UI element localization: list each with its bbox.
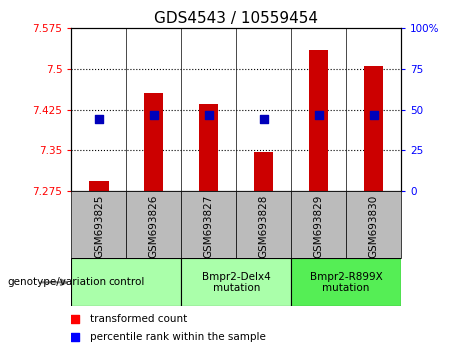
Bar bbox=[181, 191, 236, 258]
Bar bbox=[89, 181, 108, 191]
Bar bbox=[181, 258, 291, 306]
Bar bbox=[144, 93, 164, 191]
Bar bbox=[71, 258, 181, 306]
Bar bbox=[291, 191, 346, 258]
Text: Bmpr2-R899X
mutation: Bmpr2-R899X mutation bbox=[310, 272, 383, 293]
Text: percentile rank within the sample: percentile rank within the sample bbox=[89, 332, 266, 342]
Text: genotype/variation: genotype/variation bbox=[7, 277, 106, 287]
Title: GDS4543 / 10559454: GDS4543 / 10559454 bbox=[154, 11, 318, 26]
Text: GSM693830: GSM693830 bbox=[369, 195, 378, 258]
Bar bbox=[126, 191, 181, 258]
Text: GSM693826: GSM693826 bbox=[149, 195, 159, 258]
Point bbox=[370, 112, 377, 118]
Bar bbox=[199, 104, 219, 191]
Text: GSM693829: GSM693829 bbox=[313, 195, 324, 258]
Text: GSM693825: GSM693825 bbox=[94, 195, 104, 258]
Bar bbox=[291, 258, 401, 306]
Bar bbox=[254, 152, 273, 191]
Text: GSM693828: GSM693828 bbox=[259, 195, 269, 258]
Point bbox=[150, 112, 158, 118]
Point bbox=[262, 236, 270, 242]
Point bbox=[260, 116, 267, 122]
Point bbox=[205, 112, 213, 118]
Point bbox=[315, 112, 322, 118]
Bar bbox=[364, 66, 383, 191]
Text: GSM693827: GSM693827 bbox=[204, 195, 214, 258]
Text: transformed count: transformed count bbox=[89, 314, 187, 324]
Text: Bmpr2-Delx4
mutation: Bmpr2-Delx4 mutation bbox=[202, 272, 271, 293]
Point bbox=[262, 70, 270, 75]
Point bbox=[95, 116, 103, 122]
Text: control: control bbox=[108, 277, 145, 287]
Bar bbox=[346, 191, 401, 258]
Bar bbox=[71, 191, 126, 258]
Bar bbox=[309, 50, 328, 191]
Bar bbox=[236, 191, 291, 258]
